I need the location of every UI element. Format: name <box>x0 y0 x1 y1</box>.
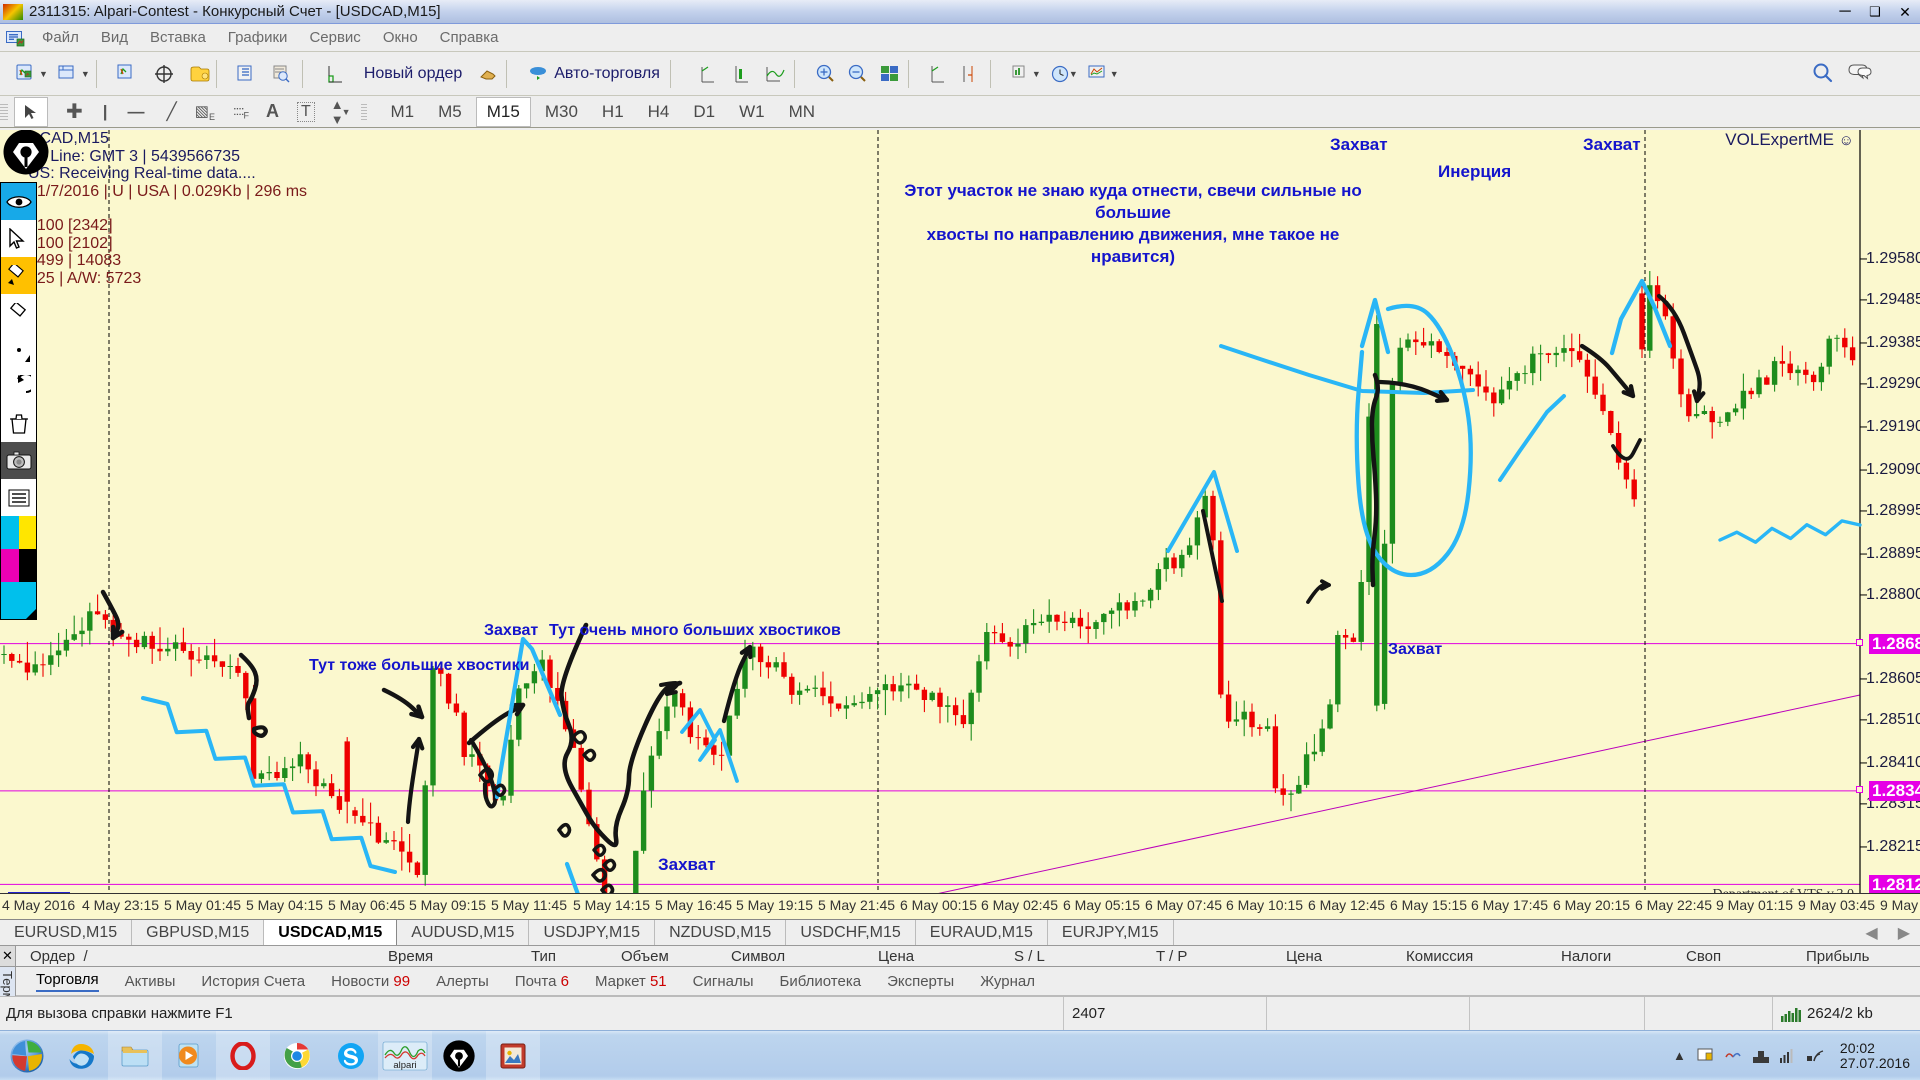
svg-text:alpari: alpari <box>393 1060 416 1071</box>
